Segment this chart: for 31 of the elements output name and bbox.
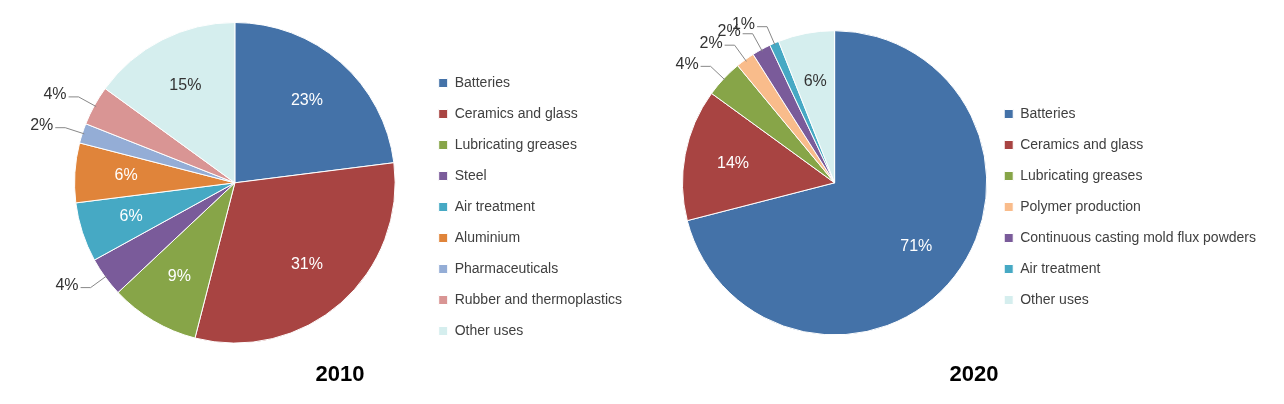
data-label: 6% xyxy=(119,206,143,224)
data-label: 9% xyxy=(167,267,191,285)
data-label: 4% xyxy=(675,54,699,72)
data-label: 15% xyxy=(169,76,202,94)
legend-label: Pharmaceuticals xyxy=(454,259,559,276)
data-label: 14% xyxy=(716,153,750,171)
legend-label: Batteries xyxy=(454,73,510,90)
legend-label: Other uses xyxy=(1020,290,1089,307)
text: 2020 xyxy=(949,360,999,386)
data-label: 71% xyxy=(900,236,933,254)
legend-label: Ceramics and glass xyxy=(454,104,578,121)
legend-label: Air treatment xyxy=(1020,259,1101,276)
legend-label: Air treatment xyxy=(454,197,535,214)
legend-label: Steel xyxy=(454,166,487,183)
data-label: 2% xyxy=(30,116,54,134)
text: 2010 xyxy=(315,360,365,386)
data-label: 31% xyxy=(290,254,323,272)
legend-label: Lubricating greases xyxy=(454,135,577,152)
legend-label: Other uses xyxy=(454,321,524,338)
legend-label: Batteries xyxy=(1020,104,1076,121)
legend-label: Polymer production xyxy=(1020,197,1141,214)
data-label: 6% xyxy=(114,166,138,184)
data-label: 23% xyxy=(290,91,323,109)
legend-label: Continuous casting mold flux powders xyxy=(1020,228,1256,245)
legend-label: Aluminium xyxy=(454,228,521,245)
legend-label: Rubber and thermoplastics xyxy=(454,290,622,307)
data-label: 4% xyxy=(55,276,79,294)
legend-label: Ceramics and glass xyxy=(1020,135,1144,152)
data-label: 4% xyxy=(43,85,67,103)
data-label: 6% xyxy=(803,71,827,89)
legend-label: Lubricating greases xyxy=(1020,166,1143,183)
